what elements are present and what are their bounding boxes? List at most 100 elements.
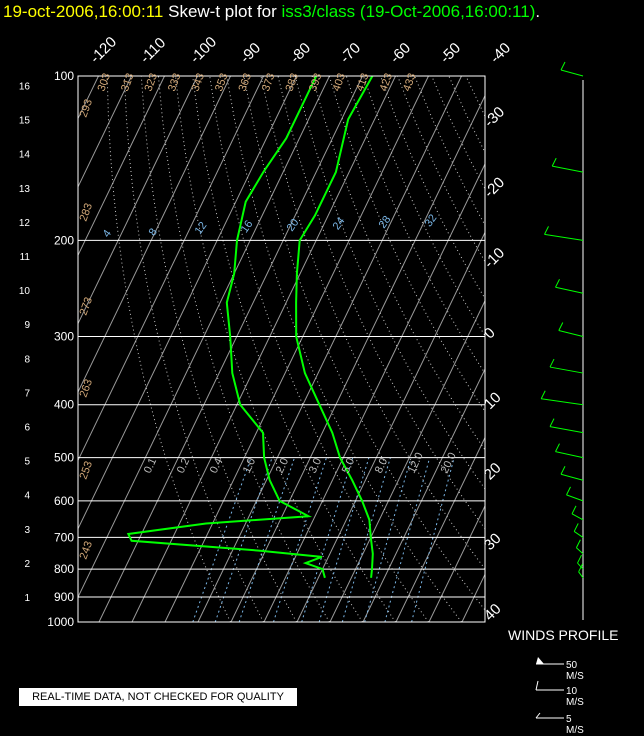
- wind-barb: [559, 331, 583, 337]
- dry-adiabat: [398, 76, 644, 622]
- isotherm: [528, 76, 644, 622]
- dry-adiabat-label: 303: [96, 72, 114, 93]
- wind-barb: [576, 548, 583, 554]
- height-label-12: 12: [19, 218, 31, 229]
- isotherm: [231, 76, 495, 622]
- wind-barb: [545, 234, 584, 240]
- dry-adiabat: [381, 76, 644, 622]
- mixing-ratio-label: 12: [193, 220, 210, 237]
- wind-legend-10-label: 10 M/S: [566, 686, 584, 708]
- wind-barb: [574, 531, 583, 537]
- wind-barb-flag: [561, 466, 565, 474]
- top-temp-label: -80: [287, 39, 314, 66]
- dry-adiabat-label: 353: [213, 72, 231, 93]
- dry-adiabat-label: 423: [378, 72, 396, 93]
- height-label-10: 10: [19, 286, 31, 297]
- dry-adiabat-label: 393: [307, 72, 325, 93]
- dry-adiabat-label: 273: [78, 296, 96, 317]
- dry-adiabat-label: 343: [190, 72, 208, 93]
- height-label-7: 7: [24, 388, 30, 399]
- height-label-4: 4: [24, 491, 30, 502]
- dry-adiabat-label: 253: [78, 460, 96, 481]
- wind-barb: [561, 474, 583, 480]
- right-temp-label: 20: [481, 460, 505, 484]
- wind-barb: [556, 452, 584, 458]
- lower-mixing-ratio-label: 12.0: [406, 451, 426, 475]
- dry-adiabat-label: 333: [166, 72, 184, 93]
- wind-legend-50-label: 50 M/S: [566, 660, 584, 682]
- dry-adiabat-label: 293: [78, 98, 96, 119]
- dry-adiabat-label: 243: [78, 540, 96, 561]
- wind-barb-flag: [561, 62, 565, 70]
- winds-profile-title: WINDS PROFILE: [508, 627, 618, 643]
- isotherm: [198, 76, 462, 622]
- dry-adiabat: [449, 76, 644, 622]
- right-temp-label: 0: [481, 324, 499, 342]
- dry-adiabat-label: 313: [119, 72, 137, 93]
- height-label-5: 5: [24, 457, 30, 468]
- dry-adiabat: [278, 76, 561, 622]
- wind-barb: [541, 399, 583, 405]
- dry-adiabat-label: 363: [237, 72, 255, 93]
- wind-barb-flag: [576, 540, 580, 548]
- dry-adiabat-label: 433: [401, 72, 419, 93]
- dry-adiabat-label: 403: [331, 72, 349, 93]
- pressure-label-1000: 1000: [47, 615, 74, 629]
- height-label-2: 2: [24, 559, 30, 570]
- pressure-label-900: 900: [54, 590, 74, 604]
- wind-barb-flag: [541, 391, 545, 399]
- wind-barb: [579, 572, 583, 578]
- top-temp-label: -90: [237, 39, 264, 66]
- wind-barb-flag: [578, 555, 582, 563]
- height-label-16: 16: [19, 82, 31, 93]
- wind-barb-flag: [552, 158, 556, 166]
- height-label-13: 13: [19, 184, 31, 195]
- isotherm: [396, 76, 644, 622]
- pressure-label-800: 800: [54, 562, 74, 576]
- isotherm: [66, 76, 330, 622]
- pressure-label-700: 700: [54, 530, 74, 544]
- plot-area: [0, 76, 644, 622]
- wind-legend-pennant: [536, 657, 544, 664]
- height-label-11: 11: [20, 252, 31, 263]
- wind-barb-flag: [550, 419, 554, 427]
- height-label-15: 15: [19, 116, 31, 127]
- pressure-label-600: 600: [54, 494, 74, 508]
- dry-adiabat-label: 413: [354, 72, 372, 93]
- dry-adiabat-label: 373: [260, 72, 278, 93]
- isotherm: [132, 76, 396, 622]
- pressure-label-100: 100: [54, 69, 74, 83]
- dry-adiabat: [107, 76, 230, 622]
- wind-barb: [572, 514, 583, 520]
- top-temp-label: -70: [337, 39, 364, 66]
- dry-adiabat: [176, 76, 363, 622]
- wind-barb: [561, 70, 583, 76]
- wind-barb-flag: [556, 444, 560, 452]
- height-label-8: 8: [24, 354, 30, 365]
- wind-barb-flag: [550, 359, 554, 367]
- mixing-ratio-label: 8: [147, 226, 160, 238]
- wind-barb: [567, 495, 584, 501]
- isotherm: [297, 76, 561, 622]
- pressure-label-500: 500: [54, 451, 74, 465]
- lower-mixing-ratio-label: 20.0: [439, 451, 459, 475]
- pressure-label-300: 300: [54, 330, 74, 344]
- wind-barb-flag: [567, 487, 571, 495]
- wind-barb-flag: [574, 523, 578, 531]
- pressure-label-400: 400: [54, 398, 74, 412]
- mixing-ratio-label: 4: [101, 228, 114, 240]
- wind-barb-flag: [556, 279, 560, 287]
- pressure-label-200: 200: [54, 233, 74, 247]
- dry-adiabat: [415, 76, 644, 622]
- dry-adiabat-label: 263: [78, 378, 96, 399]
- isotherm: [0, 76, 231, 622]
- isotherm: [165, 76, 429, 622]
- wind-barb: [550, 367, 583, 373]
- isotherm: [495, 76, 644, 622]
- dry-adiabat-label: 383: [284, 72, 302, 93]
- mixing-ratio-label: 24: [331, 215, 348, 232]
- wind-barb: [550, 427, 583, 433]
- top-temp-label: -40: [487, 39, 514, 66]
- height-label-14: 14: [19, 150, 31, 161]
